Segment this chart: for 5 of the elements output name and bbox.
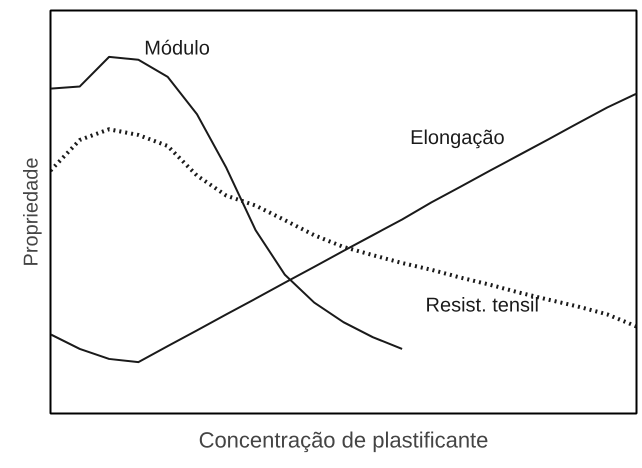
- x-axis-title: Concentração de plastificante: [198, 428, 488, 452]
- series-label: Elongação: [410, 127, 505, 150]
- series-label: Módulo: [144, 38, 210, 60]
- series-label: Resist. tensil: [426, 294, 539, 317]
- y-axis-title: Propriedade: [20, 158, 42, 266]
